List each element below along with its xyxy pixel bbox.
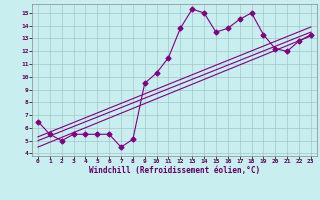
X-axis label: Windchill (Refroidissement éolien,°C): Windchill (Refroidissement éolien,°C)	[89, 166, 260, 175]
